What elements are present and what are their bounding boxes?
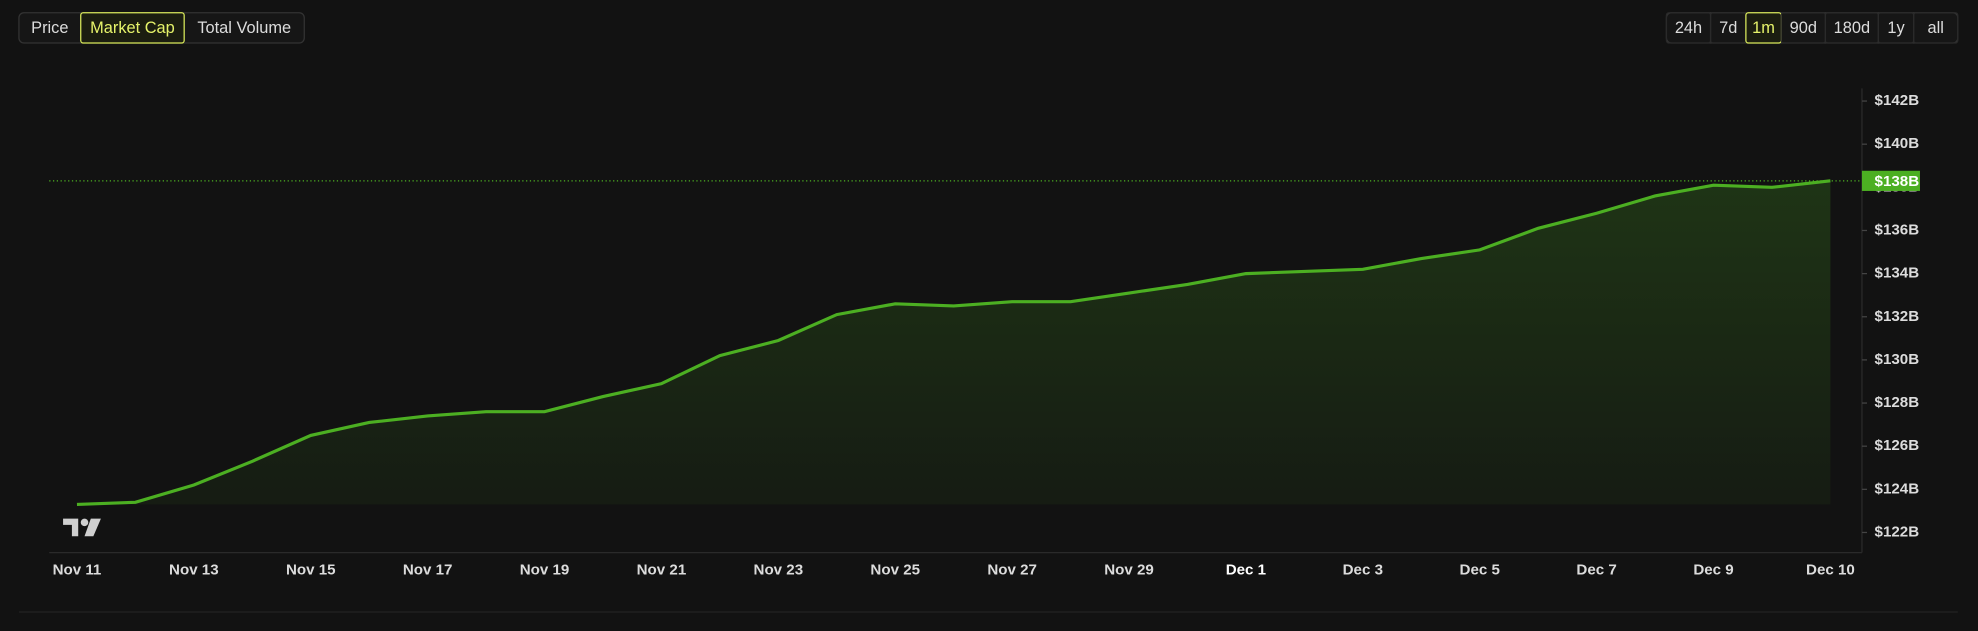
tab-label[interactable]: Price [31,19,68,37]
y-tick-label: $130B [1875,351,1920,368]
tab-label[interactable]: Total Volume [197,19,291,37]
y-tick-label: $126B [1875,437,1920,454]
x-tick-label: Nov 15 [286,561,336,578]
x-tick-label: Dec 3 [1343,561,1383,578]
x-tick-label: Nov 17 [403,561,453,578]
line [76,179,1831,507]
range-button[interactable]: all [1913,12,1959,44]
x-tick-label: Dec 10 [1806,561,1855,578]
x-tick-label: Dec 1 [1226,561,1266,578]
y-tick-label: $142B [1875,92,1920,109]
range-label[interactable]: 24h [1675,19,1702,37]
y-tick-label: $122B [1875,523,1920,540]
tab[interactable]: Price [19,13,81,43]
range-bg[interactable] [1913,12,1959,44]
x-tick-label: Nov 29 [1104,561,1154,578]
y-tick-label: $124B [1875,480,1920,497]
y-tick-label: $134B [1875,265,1920,282]
range-button[interactable]: 1m [1745,12,1782,44]
tab[interactable]: Total Volume [184,13,304,43]
range-label[interactable]: 1m [1752,19,1775,37]
x-tick-label: Nov 19 [520,561,570,578]
tab[interactable]: Market Cap [80,12,185,44]
range-label[interactable]: 7d [1719,19,1737,37]
y-tick-label: $128B [1875,394,1920,411]
y-tick-label: $136B [1875,221,1920,238]
x-tick-label: Dec 5 [1460,561,1500,578]
x-tick-label: Nov 25 [870,561,920,578]
tradingview-logo [63,518,101,537]
last-value-label: $138B [1875,173,1920,190]
range-label[interactable]: all [1928,19,1944,37]
tab-bg[interactable] [80,12,185,44]
y-tick-label: $132B [1875,308,1920,325]
tab-label[interactable]: Market Cap [90,19,175,37]
range-label[interactable]: 90d [1790,19,1817,37]
x-tick-label: Dec 9 [1693,561,1733,578]
y-tick-label: $140B [1875,135,1920,152]
x-tick-label: Nov 23 [754,561,804,578]
area [76,180,1831,505]
x-tick-label: Nov 11 [53,561,102,578]
x-tick-label: Nov 27 [987,561,1037,578]
x-tick-label: Nov 21 [637,561,687,578]
range-label[interactable]: 1y [1887,19,1905,37]
x-tick-label: Nov 13 [169,561,219,578]
range-label[interactable]: 180d [1834,19,1870,37]
last-value-tag [1861,170,1920,191]
x-tick-label: Dec 7 [1576,561,1616,578]
